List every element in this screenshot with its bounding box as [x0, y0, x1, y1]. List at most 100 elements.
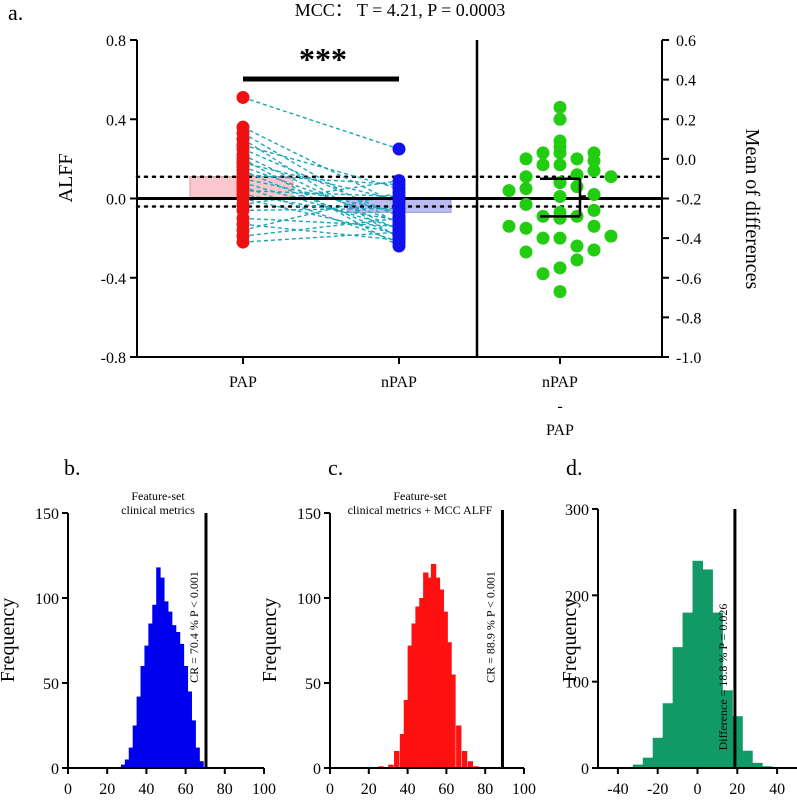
right-tick-label: 0.0: [676, 152, 696, 169]
significance-stars: ***: [299, 41, 347, 77]
histogram-bar: [427, 577, 433, 768]
panel-b-histogram: 0 50 100 150 0 20 40 60 80 100 CR = 70.4 % P < 0.0…: [35, 506, 276, 798]
histogram-bar: [132, 725, 138, 768]
histogram-bar: [419, 598, 425, 768]
difference-point: [604, 229, 618, 243]
histogram-bar: [199, 761, 204, 768]
histogram-bar: [446, 642, 452, 768]
paired-line: [242, 217, 400, 227]
paired-line: [242, 217, 400, 237]
paired-line: [242, 132, 400, 225]
x-tick-label: 40: [400, 781, 416, 798]
histogram-bar: [175, 632, 181, 768]
x-tick-label: 80: [477, 781, 493, 798]
y-tick-label: 0: [581, 761, 589, 778]
y-tick-label: 150: [35, 506, 59, 523]
x-tick-label: 80: [217, 781, 233, 798]
paired-line: [242, 231, 400, 243]
difference-point: [553, 211, 567, 225]
histogram-bar: [642, 757, 654, 768]
difference-point: [553, 158, 567, 172]
histogram-bar: [742, 750, 753, 768]
histogram-bar: [752, 762, 763, 768]
paired-line: [242, 96, 400, 150]
pap-point: [236, 90, 250, 104]
paired-line: [242, 189, 400, 198]
category-label: nPAP: [381, 374, 417, 391]
difference-point: [570, 253, 584, 267]
histogram-bar: [461, 751, 468, 768]
right-tick-label: 0.2: [676, 112, 696, 129]
difference-point: [604, 170, 618, 184]
difference-point: [553, 285, 567, 299]
category-label: -: [557, 398, 562, 415]
npap-point: [392, 239, 406, 253]
panel-b-annotation-line2: clinical metrics: [121, 503, 195, 517]
x-tick-label: -40: [607, 781, 628, 798]
histogram-bar: [156, 567, 161, 768]
histogram-bar: [144, 645, 149, 768]
y-tick-label: 150: [297, 506, 321, 523]
paired-line: [242, 162, 400, 202]
histogram-bar: [434, 577, 441, 768]
histogram-bar: [456, 725, 462, 768]
histogram-bar: [430, 564, 437, 768]
panel-c-histogram: 0 50 100 150 0 20 40 60 80 100 CR = 88.9 % P < 0.0…: [297, 506, 536, 798]
y-tick-label: 0: [313, 761, 321, 778]
histogram-bar: [672, 647, 684, 768]
panel-b-letter: b.: [64, 455, 81, 480]
observed-value-label: Difference = 18.8 % P = 0.026: [716, 604, 730, 751]
paired-line: [242, 174, 400, 186]
histogram-bar: [171, 625, 177, 768]
panel-b-annotation-line1: Feature-set: [131, 489, 185, 503]
histogram-bar: [124, 759, 130, 768]
x-tick-label: 40: [769, 781, 785, 798]
paired-line: [242, 223, 400, 241]
panel-a-right-axis-label: Mean of differences: [741, 129, 763, 290]
panel-d-histogram: 0 100 200 300 -40 -20 0 20 40 Difference = 18.8 %…: [565, 502, 797, 798]
histogram-bar: [187, 691, 192, 768]
panel-c-annotation-line2: clinical metrics + MCC ALFF: [348, 503, 493, 517]
histogram-bar: [136, 696, 142, 768]
difference-point: [553, 134, 567, 148]
histogram-bar: [632, 764, 644, 768]
histogram-bar: [183, 666, 189, 768]
x-tick-label: 20: [729, 781, 745, 798]
x-tick-label: 100: [252, 781, 276, 798]
paired-line: [242, 126, 400, 206]
histogram-bar: [167, 611, 173, 768]
difference-point: [519, 221, 533, 235]
difference-point: [519, 245, 533, 259]
y-tick-label: 300: [565, 502, 589, 519]
histogram-bar: [450, 674, 456, 768]
difference-point: [519, 197, 533, 211]
histogram-bar: [179, 643, 185, 768]
histogram-bar: [191, 720, 196, 768]
panel-c-y-axis-label: Frequency: [259, 598, 281, 682]
histogram-bar: [467, 761, 474, 768]
x-tick-label: 40: [138, 781, 154, 798]
histogram-bar: [662, 703, 674, 768]
histogram-bar: [195, 747, 200, 768]
pap-point: [236, 235, 250, 249]
histogram-bar: [722, 690, 733, 768]
panel-a-chart: a. MCC： T = 4.21, P = 0.0003 ALFF Mean o…: [8, 0, 763, 439]
paired-line: [242, 144, 400, 190]
panel-a-title: MCC： T = 4.21, P = 0.0003: [295, 0, 506, 20]
observed-value-label: CR = 70.4 % P < 0.001: [187, 571, 201, 683]
x-tick-label: 20: [361, 781, 377, 798]
histogram-bar: [438, 589, 444, 768]
y-tick-label: 0: [51, 761, 59, 778]
paired-line: [242, 197, 400, 235]
right-tick-label: -0.4: [676, 231, 701, 248]
difference-point: [587, 188, 601, 202]
difference-point: [553, 112, 567, 126]
difference-point: [536, 158, 550, 172]
panel-b-y-axis-label: Frequency: [0, 598, 19, 682]
category-label: PAP: [229, 374, 257, 391]
histogram-bar: [712, 612, 723, 768]
histogram-bar: [423, 572, 429, 768]
category-label: nPAP: [542, 374, 578, 391]
histogram-bar: [692, 560, 703, 768]
left-tick-label: 0.4: [106, 112, 126, 129]
